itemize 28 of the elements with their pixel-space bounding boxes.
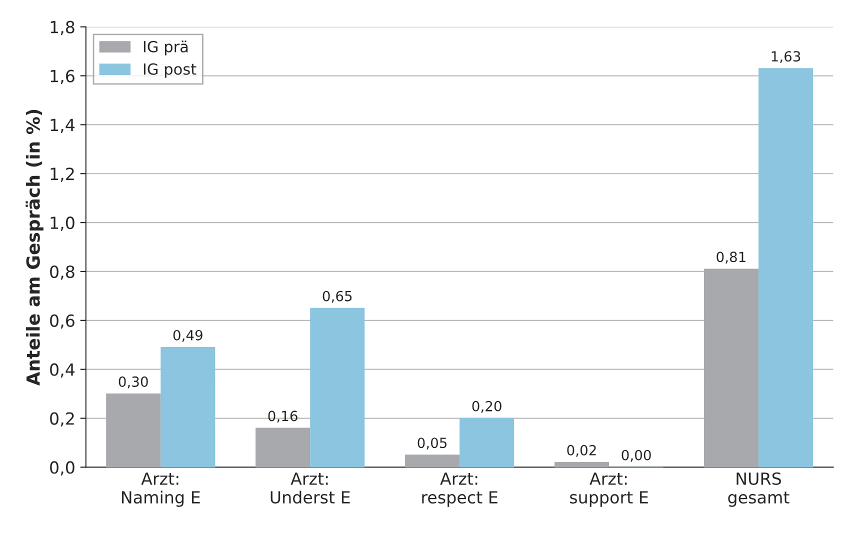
legend-label: IG prä [144,40,188,56]
data-label: 0,00 [622,450,651,462]
y-tick-label: 1,2 [50,168,74,182]
data-label: 1,63 [772,51,800,63]
y-tick-label: 0,6 [50,314,74,329]
y-tick-label: 1,0 [50,216,74,231]
y-tick-label: 0,0 [50,461,74,476]
data-label: 0,02 [567,444,596,457]
data-label: 0,05 [418,438,447,450]
x-tick-label: NURS gesamt [728,472,790,507]
y-tick-label: 1,8 [50,20,74,36]
y-tick-label: 0,8 [50,265,74,280]
x-tick-label: Arzt: support E [570,472,648,507]
data-label: 0,49 [173,330,202,342]
data-label: 0,20 [472,400,502,413]
y-axis-title: Anteile am Gespräch (in %) [26,110,44,386]
data-label: 0,16 [268,410,298,423]
y-tick-label: 1,6 [50,70,74,84]
y-tick-label: 0,2 [50,412,74,427]
legend-label: IG post [144,63,196,78]
data-label: 0,81 [716,252,746,264]
y-tick-label: 0,4 [50,363,75,378]
y-tick-label: 1,4 [50,118,75,133]
x-tick-label: Arzt: Naming E [122,472,200,507]
data-label: 0,30 [118,376,148,388]
data-label: 0,65 [322,290,352,303]
x-tick-label: Arzt: Underst E [270,472,350,504]
x-tick-label: Arzt: respect E [422,472,498,507]
